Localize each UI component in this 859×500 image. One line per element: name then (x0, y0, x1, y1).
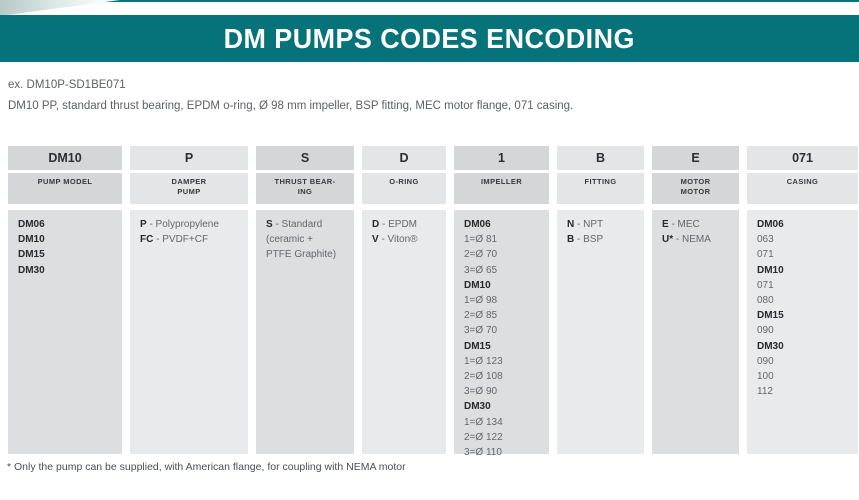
code-column: D O-RING D - EPDM V - Viton® (362, 146, 446, 454)
option-line: DM10 (464, 279, 491, 291)
options-cell: E - MEC U* - NEMA (652, 210, 739, 454)
top-border-line (0, 0, 859, 2)
code-column: DM10 PUMP MODEL DM06 DM10 DM15 DM30 (8, 146, 122, 454)
option-line: 1=Ø 123 (464, 355, 503, 367)
code-column: 1 IMPELLER DM06 1=Ø 81 2=Ø 70 3=Ø 65 DM10 1=Ø… (454, 146, 549, 458)
option-line: 3=Ø 90 (464, 386, 498, 398)
option-line: 100 (757, 371, 774, 383)
option-line: 3=Ø 65 (464, 264, 498, 276)
option-line: 112 (757, 386, 773, 398)
title-bar: DM PUMPS CODES ENCODING (0, 15, 859, 62)
option-line: D - EPDM (372, 219, 418, 230)
option-line: PTFE Graphite) (266, 249, 337, 261)
option-line: 2=Ø 85 (464, 310, 498, 322)
option-line: DM15 (757, 310, 784, 322)
options-cell: S - Standard (ceramic + PTFE Graphite) (256, 210, 354, 454)
option-line: DM10 (18, 234, 45, 246)
option-line: 080 (757, 295, 774, 307)
category-header-cell: DAMPER PUMP (130, 173, 248, 204)
option-line: 3=Ø 110 (464, 447, 502, 459)
category-header-cell: THRUST BEAR- ING (256, 173, 354, 204)
codes-encoding-table: DM10 PUMP MODEL DM06 DM10 DM15 DM30 P DAMPE… (8, 146, 858, 458)
option-line: FC - PVDF+CF (140, 234, 209, 246)
category-header-cell: FITTING (557, 173, 644, 204)
corner-decoration (0, 0, 120, 16)
options-cell: DM06 1=Ø 81 2=Ø 70 3=Ø 65 DM10 1=Ø 98 2=Ø 85 3=… (454, 210, 549, 458)
code-header-cell: 071 (747, 146, 858, 170)
option-line: 090 (757, 355, 774, 367)
option-line: 1=Ø 134 (464, 416, 503, 428)
example-description: DM10 PP, standard thrust bearing, EPDM o… (8, 100, 574, 112)
category-header-cell: CASING (747, 173, 858, 204)
code-column: S THRUST BEAR- ING S - Standard (ceramic … (256, 146, 354, 454)
options-cell: D - EPDM V - Viton® (362, 210, 446, 454)
code-header-cell: DM10 (8, 146, 122, 170)
example-code: ex. DM10P-SD1BE071 (8, 79, 126, 91)
option-line: 063 (757, 234, 774, 246)
code-header-cell: D (362, 146, 446, 170)
option-line: 2=Ø 122 (464, 431, 503, 443)
option-line: 071 (757, 249, 774, 261)
footnote: * Only the pump can be supplied, with Am… (7, 461, 406, 473)
options-cell: DM06 DM10 DM15 DM30 (8, 210, 122, 454)
code-column: E MOTOR MOTOR E - MEC U* - NEMA (652, 146, 739, 454)
option-line: DM06 (18, 219, 45, 230)
option-line: DM06 (757, 219, 784, 230)
option-line: V - Viton® (372, 234, 418, 246)
option-line: (ceramic + (266, 234, 313, 246)
option-line: DM30 (757, 340, 784, 352)
option-line: 1=Ø 81 (464, 234, 498, 246)
option-line: 1=Ø 98 (464, 295, 498, 307)
option-line: 3=Ø 70 (464, 325, 498, 337)
option-line: U* - NEMA (662, 234, 711, 246)
option-line: B - BSP (567, 234, 604, 246)
options-cell: N - NPT B - BSP (557, 210, 644, 454)
option-line: 2=Ø 108 (464, 371, 503, 383)
option-line: 090 (757, 325, 774, 337)
option-line: DM10 (757, 264, 784, 276)
option-line: DM15 (464, 340, 491, 352)
option-line: DM06 (464, 219, 491, 230)
code-header-cell: P (130, 146, 248, 170)
category-header-cell: O-RING (362, 173, 446, 204)
code-column: B FITTING N - NPT B - BSP (557, 146, 644, 454)
code-header-cell: S (256, 146, 354, 170)
code-header-cell: E (652, 146, 739, 170)
options-cell: DM06 063 071 DM10 071 080 DM15 090 DM30 090 100 112 (747, 210, 858, 454)
option-line: P - Polypropylene (140, 219, 219, 230)
category-header-cell: MOTOR MOTOR (652, 173, 739, 204)
category-header-cell: IMPELLER (454, 173, 549, 204)
option-line: DM30 (464, 401, 491, 413)
option-line: DM30 (18, 264, 45, 276)
example-block: ex. DM10P-SD1BE071 DM10 PP, standard thr… (8, 77, 851, 114)
code-column: 071 CASING DM06 063 071 DM10 071 080 DM15 090 DM… (747, 146, 858, 454)
options-cell: P - Polypropylene FC - PVDF+CF (130, 210, 248, 454)
option-line: 2=Ø 70 (464, 249, 498, 261)
code-header-cell: 1 (454, 146, 549, 170)
option-line: 071 (757, 279, 774, 291)
option-line: DM15 (18, 249, 45, 261)
page-title: DM PUMPS CODES ENCODING (223, 22, 636, 54)
code-column: P DAMPER PUMP P - Polypropylene FC - PVDF… (130, 146, 248, 454)
code-header-cell: B (557, 146, 644, 170)
option-line: E - MEC (662, 219, 700, 230)
option-line: S - Standard (266, 219, 323, 230)
option-line: N - NPT (567, 219, 604, 230)
category-header-cell: PUMP MODEL (8, 173, 122, 204)
